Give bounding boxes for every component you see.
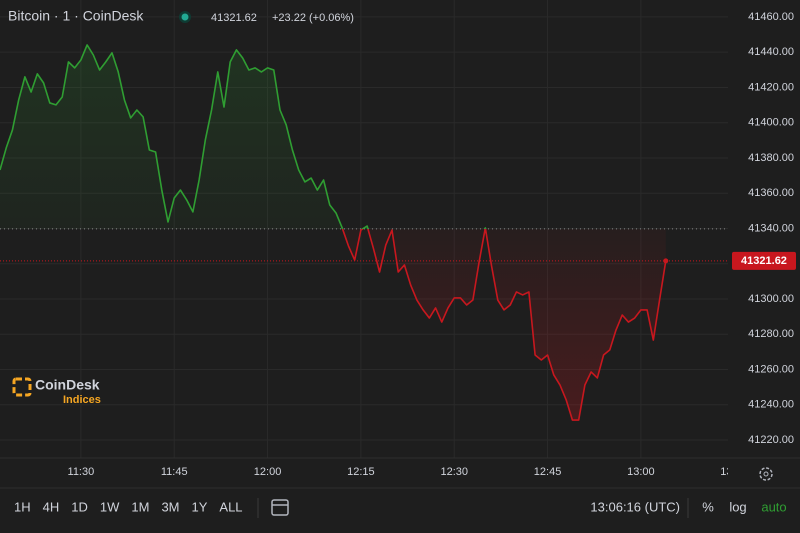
y-tick-label: 41260.00 (748, 363, 794, 375)
y-tick-label: 41420.00 (748, 81, 794, 93)
range-button[interactable]: 1H (14, 499, 31, 514)
logo: CoinDesk Indices (12, 377, 101, 406)
y-tick-label: 41460.00 (748, 11, 794, 23)
symbol: Bitcoin · 1 · CoinDesk (8, 8, 144, 24)
clock[interactable]: 13:06:16 (UTC) (590, 499, 680, 514)
y-tick-label: 41400.00 (748, 117, 794, 129)
logo-sub: Indices (63, 394, 101, 406)
x-tick-label: 11:45 (161, 466, 188, 478)
x-tick-label: 13:00 (627, 466, 655, 478)
x-tick-label: 12:15 (347, 466, 375, 478)
last-price-label: 41321.62 (741, 255, 787, 267)
x-tick-label: 12:00 (254, 466, 282, 478)
range-button[interactable]: ALL (219, 499, 242, 514)
y-tick-label: 41240.00 (748, 399, 794, 411)
range-button[interactable]: 1D (71, 499, 88, 514)
x-tick-label: 13: (720, 466, 735, 478)
range-button[interactable]: 3M (161, 499, 179, 514)
y-tick-label: 41360.00 (748, 187, 794, 199)
time-axis: 11:30 11:45 12:00 12:15 12:30 12:45 13:00 13: (68, 466, 735, 478)
y-tick-label: 41340.00 (748, 222, 794, 234)
y-tick-label: 41280.00 (748, 328, 794, 340)
y-tick-label: 41220.00 (748, 434, 794, 446)
header-price: 41321.62 (211, 12, 257, 24)
logo-mark (12, 377, 32, 397)
last-price-box (732, 251, 796, 270)
price-axis: 41220.00 41240.00 41260.00 41280.00 41300.00… (732, 11, 796, 446)
x-tick-label: 12:30 (440, 466, 468, 478)
logo-name: CoinDesk (35, 377, 100, 393)
option-button[interactable]: % (702, 499, 714, 514)
price-line (0, 44, 667, 421)
area-fill (0, 44, 666, 421)
x-tick-label: 11:30 (68, 466, 95, 478)
plot (0, 44, 728, 421)
option-button[interactable]: log (729, 499, 746, 514)
last-point (663, 258, 669, 264)
option-button[interactable]: auto (761, 499, 786, 514)
range-button[interactable]: 1Y (192, 499, 208, 514)
settings-button[interactable] (759, 467, 773, 481)
gear-center[interactable] (763, 471, 769, 477)
range-button[interactable]: 1W (100, 499, 120, 514)
x-tick-label: 12:45 (534, 466, 562, 478)
calendar-icon[interactable] (271, 499, 289, 516)
y-tick-label: 41380.00 (748, 152, 794, 164)
header-change: +23.22 (+0.06%) (272, 12, 354, 24)
status-dot (181, 13, 189, 21)
range-button[interactable]: 4H (43, 499, 60, 514)
toolbar: 1H 4H 1D 1W 1M 3M 1Y ALL 13:06:16 (UTC)% log auto (14, 499, 787, 514)
gear[interactable] (759, 467, 773, 481)
y-tick-label: 41300.00 (748, 293, 794, 305)
y-tick-label: 41440.00 (748, 46, 794, 58)
range-button[interactable]: 1M (131, 499, 149, 514)
date-range-button[interactable] (271, 499, 289, 516)
